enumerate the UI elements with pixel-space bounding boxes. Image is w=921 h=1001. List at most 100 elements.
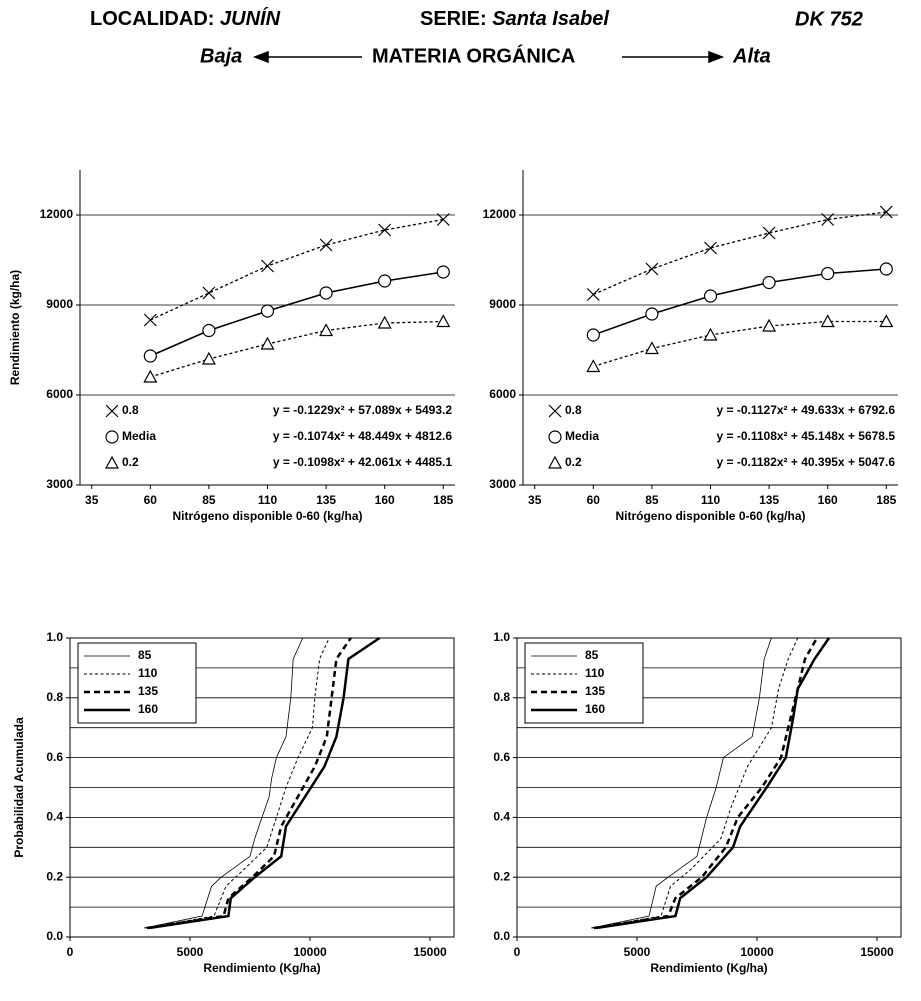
series-line [149,271,444,357]
x-tick-label: 60 [587,493,601,507]
y-tick-label: 0.6 [493,750,510,764]
arrows [252,50,725,64]
x-tick-label: 0 [514,945,521,959]
series: Santa Isabel [492,8,609,30]
equation: y = -0.1182x² + 40.395x + 5047.6 [717,455,896,469]
marker-triangle [703,327,718,341]
series-line [593,268,887,336]
marker-triangle [547,455,563,469]
y-tick-label: 0.8 [46,690,63,704]
x-tick-label: 0 [67,945,74,959]
x-tick-label: 185 [876,493,896,507]
y-tick-label: 0.0 [493,929,510,943]
y-tick-label: 9000 [489,297,516,311]
y-tick-label: 6000 [489,387,516,401]
series-line [146,637,352,930]
x-axis-label: Rendimiento (Kg/ha) [203,961,320,975]
marker-circle [548,430,562,444]
marker-cross [319,238,333,252]
x-tick-label: 135 [759,493,779,507]
y-tick-label: 0.6 [46,750,63,764]
marker-triangle [319,323,334,337]
series-line [591,637,772,929]
marker-circle [319,286,333,300]
legend-label: 85 [585,648,599,662]
x-tick-label: 85 [645,493,659,507]
marker-triangle [762,318,777,332]
marker-circle [645,307,659,321]
y-tick-label: 0.8 [493,690,510,704]
marker-cross [378,223,392,237]
legend-label: 0.8 [565,403,582,417]
arrow-right-head [708,50,725,64]
legend-label: 0.2 [122,455,139,469]
y-tick-label: 0.4 [46,810,63,824]
legend-label: 160 [585,702,605,716]
low-label: Baja [200,45,242,67]
series-line [144,637,330,929]
legend-label: Media [122,429,156,443]
x-tick-label: 135 [316,493,336,507]
x-tick-label: 10000 [293,945,327,959]
marker-circle [879,262,893,276]
equation: y = -0.1127x² + 49.633x + 6792.6 [717,403,896,417]
x-tick-label: 10000 [740,945,774,959]
high-label: Alta [732,45,771,67]
legend-label: 85 [138,648,152,662]
series-line [150,320,444,378]
y-axis-label: Rendimiento (kg/ha) [8,270,22,385]
marker-cross [704,241,717,255]
y-tick-label: 9000 [46,297,73,311]
locality: JUNÍN [220,7,281,30]
x-tick-label: 35 [528,493,542,507]
marker-cross [105,404,119,418]
series-line [596,637,831,930]
series-line [593,211,887,296]
series-line [591,637,799,929]
legend-label: Media [565,429,599,443]
locality-label: LOCALIDAD: [90,8,214,30]
marker-circle [105,430,119,444]
series-line [150,218,444,321]
legend-label: 0.8 [122,403,139,417]
marker-cross [879,205,893,219]
marker-circle [202,323,216,338]
marker-triangle [260,336,275,350]
marker-circle [143,349,157,363]
series-line [593,320,887,368]
series-label: SERIE: [420,8,487,30]
legend-label: 110 [585,666,605,680]
y-tick-label: 1.0 [493,630,510,644]
marker-circle [260,304,275,318]
marker-cross [645,262,659,276]
arrow-left-head [252,50,269,64]
y-tick-label: 3000 [489,477,516,491]
legend-label: 110 [138,666,158,680]
legend-label: 0.2 [565,455,582,469]
marker-triangle [201,351,216,365]
x-tick-label: 15000 [860,945,894,959]
x-tick-label: 15000 [413,945,447,959]
series-line [593,637,819,930]
marker-cross [586,288,600,301]
y-tick-label: 0.0 [46,929,63,943]
x-axis-label: Nitrógeno disponible 0-60 (kg/ha) [172,509,362,523]
y-tick-label: 12000 [40,207,74,221]
x-tick-label: 35 [85,493,99,507]
marker-triangle [377,315,392,329]
marker-circle [378,274,392,288]
x-tick-label: 110 [701,493,721,507]
series-line [144,637,304,929]
y-tick-label: 0.2 [46,869,63,883]
hybrid: DK 752 [795,8,863,30]
marker-circle [586,328,600,342]
y-tick-label: 0.4 [493,810,510,824]
y-tick-label: 6000 [46,387,73,401]
legend-label: 135 [138,684,158,698]
equation: y = -0.1229x² + 57.089x + 5493.2 [273,403,452,417]
marker-triangle [436,314,451,328]
x-tick-label: 5000 [177,945,204,959]
header-series: SERIE: Santa Isabel [420,8,609,30]
marker-triangle [879,314,894,328]
marker-cross [821,213,835,226]
